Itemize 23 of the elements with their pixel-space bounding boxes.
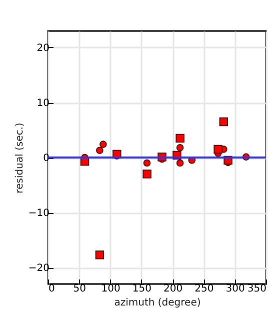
point [142,170,152,178]
point [100,140,107,148]
x-tick-label: 350 [247,284,266,294]
x-axis-title: azimuth (degree) [114,298,201,308]
point [176,134,184,143]
x-tick-label: 150 [132,284,152,294]
y-tick-label: 10 [36,98,50,109]
x-tick-label: 200 [164,284,183,294]
x-tick-label: 50 [73,284,86,294]
point [214,144,222,154]
x-tick-label: 100 [101,284,120,294]
x-tick-label: 300 [226,284,245,294]
y-tick-label: −20 [28,263,50,274]
y-axis-title: residual (sec.) [14,122,26,194]
point [143,159,151,167]
y-tick-label: 20 [36,43,50,54]
point [96,146,104,154]
point [176,144,184,152]
point [95,250,104,260]
y-tick-label: −10 [28,208,50,219]
point [219,117,228,126]
x-tick-label: 250 [194,284,214,294]
point [176,159,184,167]
